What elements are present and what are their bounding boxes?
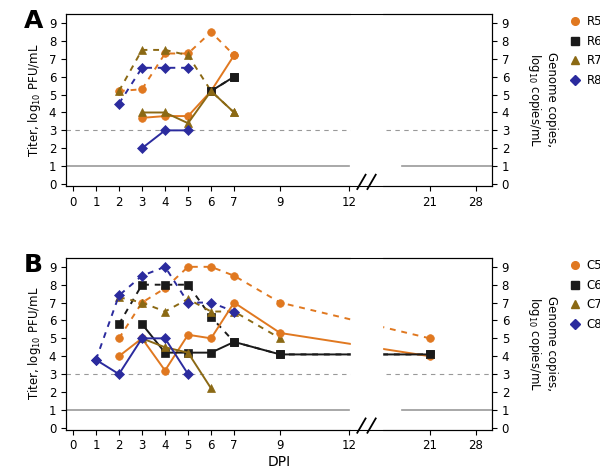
Bar [351, 254, 382, 437]
Legend: R5, R6, R7, R8: R5, R6, R7, R8 [569, 11, 600, 92]
Legend: C5, C6, C7, C8: C5, C6, C7, C8 [569, 254, 600, 336]
Text: B: B [23, 253, 43, 277]
Text: A: A [23, 9, 43, 33]
Bar [351, 10, 382, 193]
Y-axis label: Genome copies,
log$_{10}$ copies/mL: Genome copies, log$_{10}$ copies/mL [526, 296, 558, 391]
Y-axis label: Genome copies,
log$_{10}$ copies/mL: Genome copies, log$_{10}$ copies/mL [526, 52, 558, 147]
Y-axis label: Titer, log$_{10}$ PFU/mL: Titer, log$_{10}$ PFU/mL [26, 287, 43, 400]
X-axis label: DPI: DPI [268, 455, 290, 469]
Y-axis label: Titer, log$_{10}$ PFU/mL: Titer, log$_{10}$ PFU/mL [26, 43, 43, 157]
